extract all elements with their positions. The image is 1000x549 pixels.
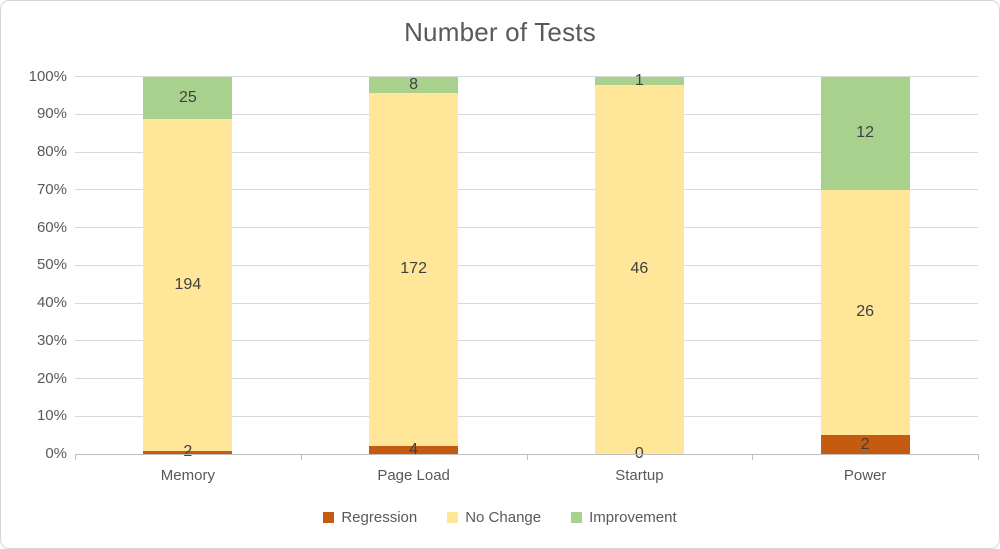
x-axis-tick	[300, 454, 302, 460]
bar-segment-regression-memory	[143, 450, 233, 454]
x-axis-category-label: Memory	[160, 467, 215, 484]
gridline	[75, 340, 978, 342]
data-label-no-change-startup: 46	[630, 260, 649, 278]
data-label-no-change-power: 26	[856, 303, 875, 321]
bar-segment-improvement-page-load	[369, 76, 459, 93]
data-label-regression-startup: 0	[595, 445, 684, 463]
data-label-improvement-memory: 25	[178, 88, 197, 106]
gridline	[75, 302, 978, 304]
gridline	[75, 189, 978, 191]
gridline	[75, 151, 978, 153]
bar-segment-no-change-power	[820, 189, 910, 436]
bar-segment-no-change-startup	[594, 84, 684, 454]
y-axis-tick-label: 20%	[36, 369, 67, 387]
x-axis-category-label: Power	[843, 467, 887, 484]
x-axis-tick	[752, 454, 754, 460]
data-label-no-change-page-load: 172	[400, 260, 427, 278]
gridline	[75, 264, 978, 266]
x-axis-tick	[75, 454, 76, 460]
bar-segment-no-change-page-load	[369, 92, 459, 446]
y-axis-tick-label: 80%	[36, 143, 67, 160]
legend-item-improvement: Improvement	[571, 509, 677, 526]
legend-swatch-improvement	[571, 512, 583, 523]
gridline	[75, 113, 978, 115]
legend-label: Regression	[341, 509, 418, 526]
bar-segment-improvement-power	[820, 76, 910, 190]
x-axis-tick	[526, 454, 528, 460]
chart-title: Number of Tests	[404, 17, 596, 47]
x-axis-category-label: Page Load	[377, 467, 450, 484]
y-axis-tick-label: 30%	[36, 331, 67, 349]
legend-swatch-regression	[323, 512, 335, 523]
y-axis-tick-label: 40%	[36, 294, 67, 311]
x-axis-category-label: Startup	[615, 467, 664, 484]
data-label-regression-memory: 2	[183, 443, 193, 461]
y-axis-tick-label: 70%	[36, 180, 67, 198]
bar-segment-improvement-startup	[594, 76, 684, 85]
bar-segment-regression-page-load	[369, 445, 459, 454]
bar-segment-no-change-memory	[143, 119, 233, 451]
gridline	[75, 378, 978, 379]
y-axis-tick-label: 90%	[36, 105, 67, 123]
bar-segment-regression-power	[820, 435, 910, 454]
gridline	[75, 415, 978, 417]
x-axis-tick	[978, 454, 979, 460]
data-label-improvement-page-load: 8	[409, 75, 419, 93]
gridline	[75, 227, 978, 228]
bar-segment-improvement-memory	[143, 76, 233, 120]
legend-item-regression: Regression	[323, 509, 417, 526]
legend-label: Improvement	[589, 509, 677, 526]
chart-legend: Regression No Change Improvement	[1, 509, 999, 526]
data-label-regression-page-load: 4	[409, 440, 419, 458]
data-label-no-change-memory: 194	[174, 275, 202, 293]
y-axis-tick-label: 0%	[45, 445, 67, 462]
legend-label: No Change	[465, 509, 542, 526]
gridline	[75, 76, 978, 77]
y-axis-tick-label: 100%	[28, 67, 67, 85]
y-axis-tick-label: 10%	[36, 407, 67, 425]
data-label-improvement-power: 12	[856, 124, 875, 142]
data-label-improvement-startup: 1	[634, 71, 644, 89]
y-axis-tick-label: 50%	[36, 256, 67, 274]
legend-swatch-no-change	[447, 512, 459, 523]
data-label-regression-power: 2	[860, 435, 870, 453]
legend-item-no-change: No Change	[447, 509, 541, 526]
y-axis-tick-label: 60%	[36, 218, 67, 236]
